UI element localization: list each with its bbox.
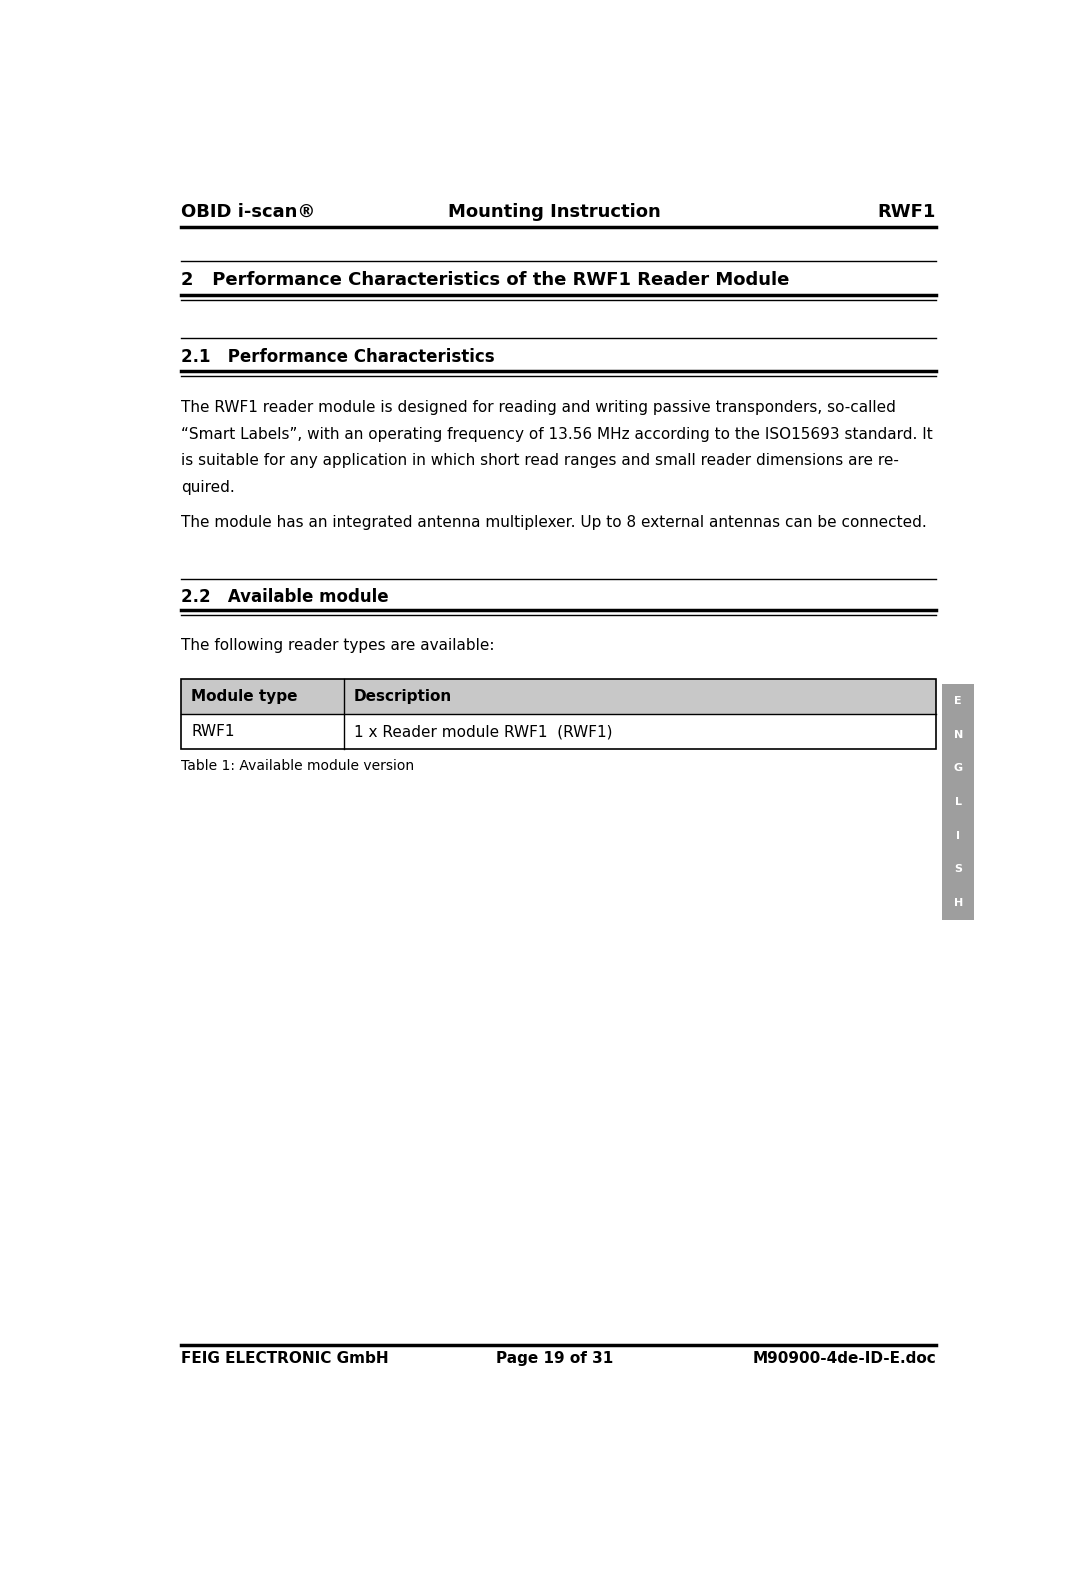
Text: S: S	[954, 864, 962, 874]
Text: RWF1: RWF1	[192, 724, 235, 739]
Text: Mounting Instruction: Mounting Instruction	[448, 203, 661, 221]
Text: Module type: Module type	[192, 689, 298, 705]
Text: I: I	[956, 831, 961, 840]
Text: 2.2   Available module: 2.2 Available module	[182, 589, 390, 606]
Text: 2   Performance Characteristics of the RWF1 Reader Module: 2 Performance Characteristics of the RWF…	[182, 272, 790, 289]
Text: L: L	[954, 798, 962, 807]
Text: The module has an integrated antenna multiplexer. Up to 8 external antennas can : The module has an integrated antenna mul…	[182, 515, 927, 529]
Bar	[941, 685, 975, 920]
Text: Table 1: Available module version: Table 1: Available module version	[182, 758, 414, 772]
Text: Description: Description	[354, 689, 452, 705]
Text: is suitable for any application in which short read ranges and small reader dime: is suitable for any application in which…	[182, 454, 899, 468]
Text: M90900-4de-ID-E.doc: M90900-4de-ID-E.doc	[752, 1352, 936, 1366]
Text: 1 x Reader module RWF1  (RWF1): 1 x Reader module RWF1 (RWF1)	[354, 724, 612, 739]
Text: The RWF1 reader module is designed for reading and writing passive transponders,: The RWF1 reader module is designed for r…	[182, 400, 896, 414]
Bar	[182, 714, 936, 749]
Text: Page 19 of 31: Page 19 of 31	[496, 1352, 613, 1366]
Text: RWF1: RWF1	[878, 203, 936, 221]
Text: The following reader types are available:: The following reader types are available…	[182, 637, 494, 653]
Text: FEIG ELECTRONIC GmbH: FEIG ELECTRONIC GmbH	[182, 1352, 390, 1366]
Text: OBID i-scan®: OBID i-scan®	[182, 203, 316, 221]
Text: H: H	[953, 898, 963, 907]
Text: “Smart Labels”, with an operating frequency of 13.56 MHz according to the ISO156: “Smart Labels”, with an operating freque…	[182, 427, 933, 441]
Text: E: E	[954, 696, 962, 706]
Text: G: G	[953, 763, 963, 774]
Text: N: N	[953, 730, 963, 739]
Bar	[182, 680, 936, 749]
Bar	[182, 680, 936, 714]
Text: quired.: quired.	[182, 480, 235, 495]
Text: 2.1   Performance Characteristics: 2.1 Performance Characteristics	[182, 349, 494, 366]
